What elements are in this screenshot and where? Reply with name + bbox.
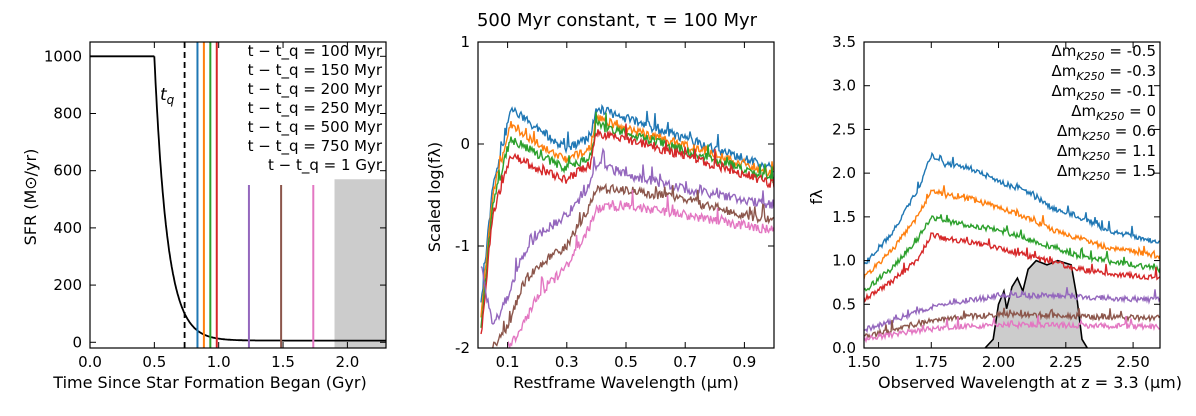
x-tick-label: 0.3 [555,353,579,371]
spectrum-line [480,111,774,328]
spectrum-line [864,315,1160,344]
legend-entry: ΔmK250 = -0.1 [1052,82,1156,103]
spectrum-line [492,182,774,348]
spectrum-line [864,287,1160,334]
legend-entry: t − t_q = 750 Myr [248,137,383,156]
y-tick-label: 3.0 [832,77,856,95]
filter-curve [984,259,1089,348]
shaded-region [334,179,386,348]
panel-spectra-observed-x-axis-label: Observed Wavelength at z = 3.3 (μm) [878,373,1182,392]
panel-spectra-restframe-x-axis-label: Restframe Wavelength (μm) [513,373,739,392]
plot-frame [89,41,387,349]
y-tick-label: 0.0 [832,339,856,357]
legend-entry: ΔmK250 = 1.5 [1057,162,1156,183]
x-tick-label: 2.25 [1049,353,1082,371]
x-tick-label: 0.5 [614,353,638,371]
y-tick-label: -2 [455,339,470,357]
sfh-curve [90,55,386,342]
y-tick-label: 600 [53,162,82,180]
legend-entry: t − t_q = 200 Myr [248,80,383,99]
spectrum-line [480,123,774,335]
y-tick-label: 3.5 [832,33,856,51]
tq-label: tq [160,85,175,107]
legend-entry: ΔmK250 = 1.1 [1057,142,1156,163]
x-tick-label: 0.1 [496,353,520,371]
y-tick-label: 1.5 [832,208,856,226]
panel-spectra-restframe-y-axis-label: Scaled log(fλ) [425,142,444,252]
x-tick-label: 1.5 [271,353,295,371]
legend-entry: t − t_q = 1 Gyr [268,156,383,175]
panel-spectra-restframe: 0.1 0.3 0.5 0.7 0.9 -2 -1 0 1 Restframe Waveleng… [425,33,775,392]
panel-sfr-plot-area [90,42,386,348]
panel-spectra-observed-y-axis-label: fλ [807,189,826,204]
x-tick-label: 1.0 [207,353,231,371]
x-tick-label: 2.50 [1116,353,1149,371]
y-tick-label: 1000 [44,47,82,65]
spectrum-line [864,151,1160,265]
spectrum-line [864,307,1160,340]
y-tick-label: 800 [53,104,82,122]
legend-entry: ΔmK250 = -0.3 [1052,62,1156,83]
x-tick-label: 1.75 [915,353,948,371]
legend-entry: t − t_q = 100 Myr [248,42,383,61]
panel-spectra-restframe-plot-area [480,103,774,348]
panel-sfr-y-axis-label: SFR (M⊙/yr) [21,149,40,246]
panel-spectra-observed-plot-area [864,151,1160,348]
panel-spectra-restframe-axes: 0.1 0.3 0.5 0.7 0.9 -2 -1 0 1 [455,33,775,371]
x-tick-label: 0.9 [732,353,756,371]
y-tick-label: 2.0 [832,164,856,182]
y-tick-label: -1 [455,237,470,255]
y-tick-label: 200 [53,276,82,294]
y-tick-label: 1 [460,33,470,51]
spectrum-line [506,189,774,348]
panel-sfr-x-axis-label: Time Since Star Formation Began (Gyr) [52,373,366,392]
plot-frame [863,41,1161,349]
spectrum-line [864,214,1160,292]
legend-entry: ΔmK250 = -0.5 [1052,42,1156,63]
figure-title: 500 Myr constant, τ = 100 Myr [477,10,758,31]
x-tick-label: 2.00 [982,353,1015,371]
x-tick-label: 0.7 [673,353,697,371]
y-tick-label: 0.5 [832,295,856,313]
y-tick-label: 0 [72,333,82,351]
x-tick-label: 0.0 [78,353,102,371]
x-tick-label: 2.0 [335,353,359,371]
spectrum-line [480,147,774,325]
spectrum-line [864,232,1160,303]
x-tick-label: 1.50 [847,353,880,371]
spectrum-line [480,103,774,303]
spectrum-line [864,185,1160,280]
spectrum-line [480,113,774,318]
y-tick-label: 2.5 [832,120,856,138]
legend-entry: t − t_q = 150 Myr [248,61,383,80]
legend-entry: ΔmK250 = 0 [1071,102,1156,123]
legend-entry: t − t_q = 500 Myr [248,118,383,137]
legend-entry: ΔmK250 = 0.6 [1057,122,1156,143]
y-tick-label: 1.0 [832,252,856,270]
x-tick-label: 0.5 [142,353,166,371]
y-tick-label: 400 [53,219,82,237]
legend-entry: t − t_q = 250 Myr [248,99,383,118]
y-tick-label: 0 [460,135,470,153]
